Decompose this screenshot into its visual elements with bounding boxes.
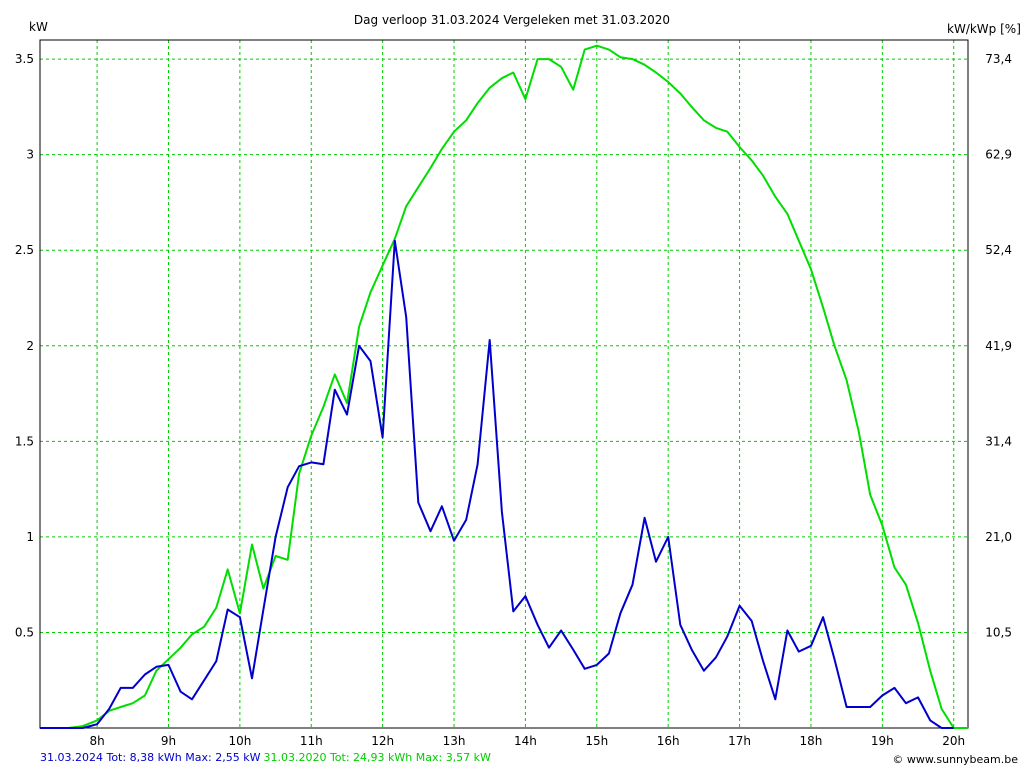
y-axis-left-label: kW — [29, 20, 48, 34]
y-axis-right: 10,5 21,0 31,4 41,9 52,4 62,9 73,4 — [985, 52, 1012, 639]
x-tick-label: 19h — [871, 734, 894, 748]
x-tick-label: 20h — [942, 734, 965, 748]
legend-2024: 31.03.2024 Tot: 8,38 kWh Max: 2,55 kW — [40, 751, 261, 764]
x-tick-label: 12h — [371, 734, 394, 748]
y-tick-label-right: 52,4 — [985, 243, 1012, 257]
x-tick-label: 8h — [89, 734, 104, 748]
credit: © www.sunnybeam.be — [892, 753, 1018, 766]
y-tick-label-right: 10,5 — [985, 625, 1012, 639]
y-tick-label-right: 41,9 — [985, 339, 1012, 353]
y-tick-label-right: 21,0 — [985, 530, 1012, 544]
x-tick-label: 11h — [300, 734, 323, 748]
x-axis: 8h 9h 10h 11h 12h 13h 14h 15h 16h 17h 18h 19h 20h — [89, 734, 965, 748]
legend-2020: 31.03.2020 Tot: 24,93 kWh Max: 3,57 kW — [263, 751, 491, 764]
x-tick-label: 18h — [800, 734, 823, 748]
y-tick-label-left: 1 — [26, 530, 34, 544]
x-tick-label: 13h — [443, 734, 466, 748]
plot-frame — [39, 39, 969, 729]
series-line-31.03.2024 — [40, 239, 954, 729]
series-line-31.03.2020 — [40, 44, 968, 729]
y-tick-label-left: 0.5 — [15, 625, 34, 639]
x-tick-label: 10h — [228, 734, 251, 748]
x-tick-label: 16h — [657, 734, 680, 748]
x-tick-label: 14h — [514, 734, 537, 748]
legend: 31.03.2024 Tot: 8,38 kWh Max: 2,55 kW 31.… — [40, 751, 491, 764]
series-layer — [40, 44, 968, 729]
grid — [40, 40, 968, 728]
y-tick-label-left: 3.5 — [15, 52, 34, 66]
x-tick-label: 17h — [728, 734, 751, 748]
y-tick-label-left: 3 — [26, 148, 34, 162]
x-tick-label: 9h — [161, 734, 176, 748]
x-tick-label: 15h — [585, 734, 608, 748]
y-tick-label-right: 62,9 — [985, 148, 1012, 162]
y-axis-right-label: kW/kWp [%] — [947, 22, 1021, 36]
chart-title: Dag verloop 31.03.2024 Vergeleken met 31… — [354, 13, 670, 27]
y-tick-label-right: 31,4 — [985, 434, 1012, 448]
y-tick-label-left: 1.5 — [15, 434, 34, 448]
y-tick-label-left: 2 — [26, 339, 34, 353]
y-tick-label-right: 73,4 — [985, 52, 1012, 66]
y-axis-left: 0.5 1 1.5 2 2.5 3 3.5 — [15, 52, 34, 639]
y-tick-label-left: 2.5 — [15, 243, 34, 257]
